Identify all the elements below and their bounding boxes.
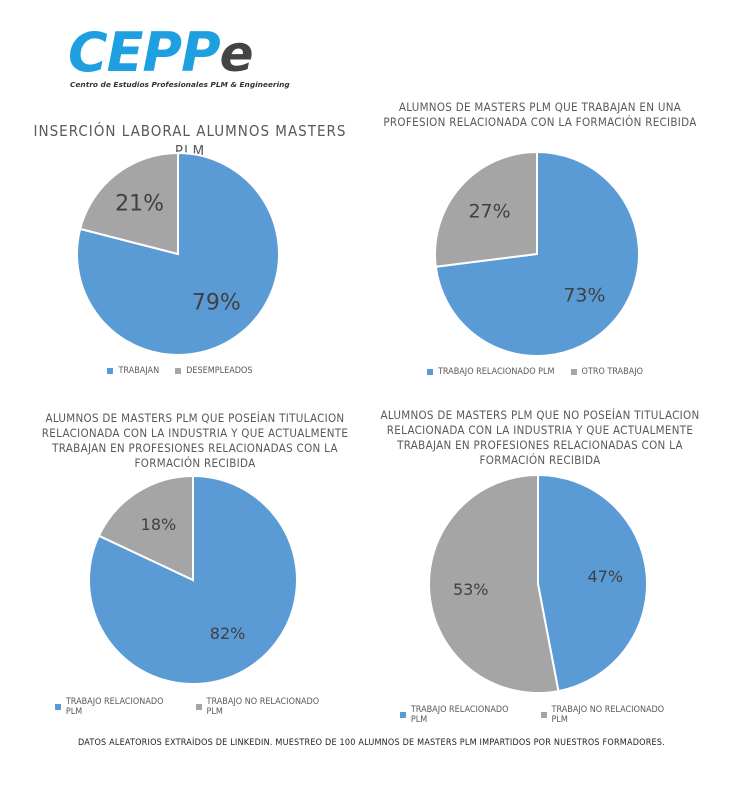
chart-1-slice-2	[78, 151, 179, 256]
chart-3-legend-swatch-2	[195, 704, 202, 710]
chart-4-legend: Trabajo relacionado PLM Trabajo no relaci…	[400, 705, 680, 725]
chart-4-slice-2	[428, 473, 560, 694]
chart-3-title: Alumnos de masters PLM que poseían titul…	[41, 411, 349, 470]
chart-2-title: Alumnos de masters PLM que trabajan en u…	[383, 100, 697, 129]
chart-3-legend: Trabajo relacionado PLM Trabajo no relaci…	[55, 697, 335, 717]
logo-wordmark: CEPP	[68, 21, 221, 84]
chart-4-legend-swatch-1	[400, 712, 406, 718]
chart-2-label-2: 27%	[468, 201, 510, 223]
logo-wordmark-suffix: e	[219, 25, 254, 83]
chart-4-legend-item-2: Trabajo no relacionado PLM	[540, 705, 680, 725]
chart-1-legend: Trabajan Desempleados	[60, 366, 300, 376]
chart-4-slice-1	[537, 473, 648, 693]
chart-3-legend-label-2: Trabajo no relacionado PLM	[206, 697, 320, 717]
chart-1-legend-label-2: Desempleados	[186, 366, 253, 376]
chart-1-label-1: 79%	[192, 290, 241, 315]
chart-3-slice-2	[97, 474, 194, 582]
chart-3-legend-swatch-1	[55, 704, 61, 710]
chart-1-legend-swatch-1	[107, 368, 114, 374]
logo-subtitle: Centro de Estudios Profesionales PLM & E…	[70, 80, 290, 89]
footer-note: Datos aleatorios extraídos de LinkedIn. …	[78, 738, 665, 748]
chart-2-legend-item-1: Trabajo relacionado PLM	[426, 367, 555, 377]
chart-3-legend-item-1: Trabajo relacionado PLM	[55, 697, 180, 717]
chart-2-slice-2	[434, 150, 538, 268]
chart-4-label-2: 53%	[453, 580, 489, 599]
chart-4-legend-label-2: Trabajo no relacionado PLM	[551, 705, 665, 725]
chart-2-label-1: 73%	[563, 284, 605, 306]
chart-3-legend-item-2: Trabajo no relacionado PLM	[195, 697, 335, 717]
chart-3-label-1: 82%	[210, 624, 246, 643]
chart-4-label-1: 47%	[587, 567, 623, 586]
chart-2-legend-swatch-2	[570, 369, 577, 375]
chart-1-label-2: 21%	[115, 192, 164, 217]
ceppe-logo: CEPPe Centro de Estudios Profesionales P…	[68, 24, 308, 96]
chart-2-legend: Trabajo relacionado PLM Otro trabajo	[400, 367, 670, 377]
chart-4-legend-swatch-2	[540, 712, 547, 718]
chart-3-legend-label-1: Trabajo relacionado PLM	[65, 697, 164, 717]
chart-4-legend-item-1: Trabajo relacionado PLM	[400, 705, 525, 725]
chart-2-legend-label-1: Trabajo relacionado PLM	[437, 367, 555, 377]
chart-3-label-2: 18%	[141, 515, 177, 534]
chart-4-title: Alumnos de masters PLM que no poseían ti…	[380, 408, 700, 467]
chart-1-legend-item-1: Trabajan	[107, 366, 159, 376]
chart-2-legend-label-2: Otro trabajo	[581, 367, 644, 377]
chart-1-legend-label-1: Trabajan	[118, 366, 160, 376]
chart-2-legend-swatch-1	[426, 369, 433, 375]
chart-1-legend-item-2: Desempleados	[175, 366, 253, 376]
chart-1-legend-swatch-2	[175, 368, 182, 374]
chart-4-legend-label-1: Trabajo relacionado PLM	[410, 705, 509, 725]
chart-2-legend-item-2: Otro trabajo	[570, 367, 644, 377]
